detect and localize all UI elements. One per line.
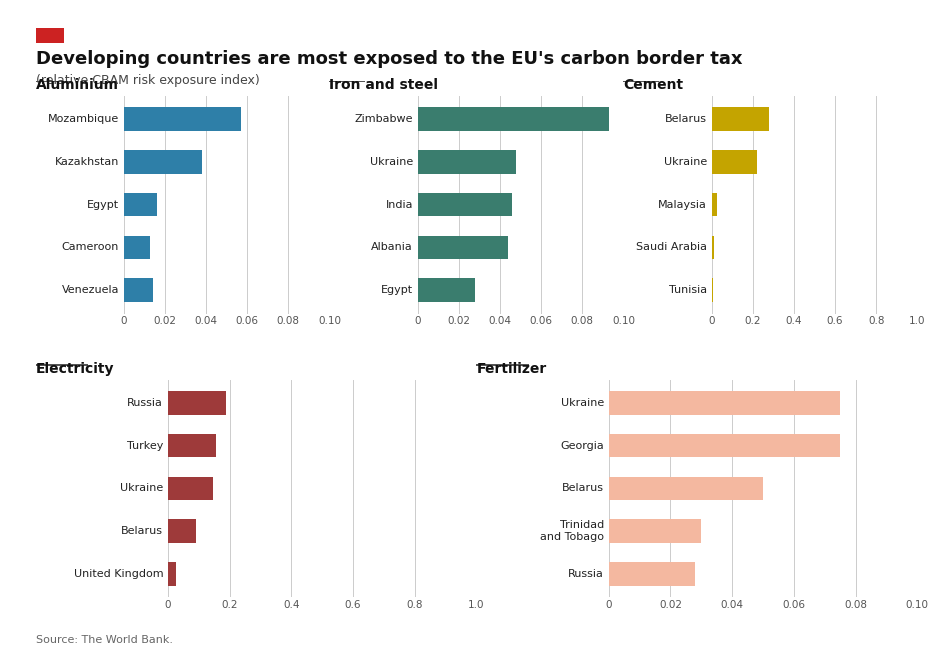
Text: Ukraine: Ukraine [561, 398, 604, 408]
Bar [124, 193, 156, 216]
Text: Tunisia: Tunisia [668, 285, 707, 295]
Bar [711, 236, 713, 259]
Text: Ukraine: Ukraine [664, 157, 707, 167]
Bar [417, 150, 517, 174]
Bar [417, 108, 609, 131]
Text: Cameroon: Cameroon [62, 242, 119, 252]
Bar [168, 434, 215, 457]
Text: Egypt: Egypt [87, 199, 119, 210]
Text: Egypt: Egypt [381, 285, 413, 295]
Text: (relative CBAM risk exposure index): (relative CBAM risk exposure index) [36, 74, 259, 87]
Text: Belarus: Belarus [121, 526, 163, 536]
Text: Kazakhstan: Kazakhstan [54, 157, 119, 167]
Text: Belarus: Belarus [665, 114, 707, 124]
Text: Ukraine: Ukraine [370, 157, 413, 167]
Bar [124, 236, 151, 259]
Text: Saudi Arabia: Saudi Arabia [636, 242, 707, 252]
Bar [417, 279, 475, 302]
Text: India: India [386, 199, 413, 210]
Bar [608, 562, 695, 585]
Text: Iron and steel: Iron and steel [329, 79, 438, 92]
Text: Aluminium: Aluminium [36, 79, 119, 92]
Text: Venezuela: Venezuela [62, 285, 119, 295]
Bar [168, 562, 176, 585]
Bar [124, 279, 153, 302]
Bar [608, 519, 701, 543]
Text: Cement: Cement [623, 79, 683, 92]
Text: Source: The World Bank.: Source: The World Bank. [36, 636, 172, 645]
Bar [168, 519, 196, 543]
Text: Belarus: Belarus [562, 483, 604, 494]
Text: Electricity: Electricity [36, 362, 114, 376]
Bar [417, 193, 512, 216]
Bar [417, 236, 508, 259]
Text: Fertilizer: Fertilizer [476, 362, 547, 376]
Bar [168, 391, 227, 414]
Text: Turkey: Turkey [126, 441, 163, 451]
Bar [608, 391, 841, 414]
Bar [711, 108, 769, 131]
Text: Ukraine: Ukraine [120, 483, 163, 494]
Text: Developing countries are most exposed to the EU's carbon border tax: Developing countries are most exposed to… [36, 50, 742, 68]
Text: Russia: Russia [127, 398, 163, 408]
Text: Russia: Russia [568, 569, 604, 579]
Text: Zimbabwe: Zimbabwe [355, 114, 413, 124]
Text: United Kingdom: United Kingdom [74, 569, 163, 579]
Text: Georgia: Georgia [561, 441, 604, 451]
Bar [711, 150, 757, 174]
Bar [608, 477, 763, 500]
Text: Albania: Albania [372, 242, 413, 252]
Bar [124, 108, 241, 131]
Text: Mozambique: Mozambique [48, 114, 119, 124]
Text: Trinidad
and Tobago: Trinidad and Tobago [540, 520, 604, 542]
Bar [168, 477, 212, 500]
Bar [711, 193, 717, 216]
Bar [711, 279, 713, 302]
Bar [124, 150, 202, 174]
Text: Malaysia: Malaysia [658, 199, 707, 210]
Bar [608, 434, 841, 457]
